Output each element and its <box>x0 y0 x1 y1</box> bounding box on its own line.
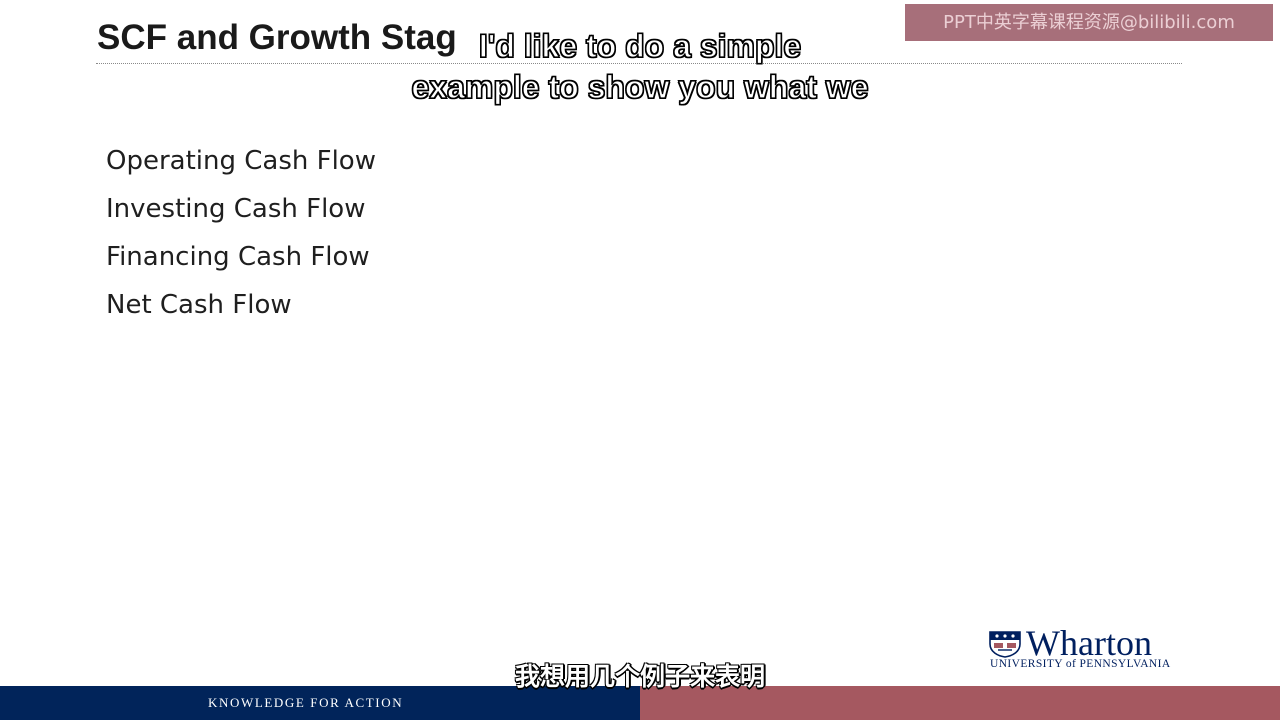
slide-title: SCF and Growth Stag <box>97 18 457 57</box>
watermark-banner: PPT中英字幕课程资源@bilibili.com <box>905 4 1273 41</box>
footer-bar: KNOWLEDGE FOR ACTION <box>0 686 1280 720</box>
chinese-subtitle: 我想用几个例子来表明 <box>514 662 765 691</box>
footer-red-band <box>640 686 1280 720</box>
english-subtitle-line-2: example to show you what we <box>411 68 869 105</box>
footer-tagline: KNOWLEDGE FOR ACTION <box>208 695 404 710</box>
english-subtitle-line-1: I'd like to do a simple <box>478 27 802 64</box>
bullet-investing-cash-flow: Investing Cash Flow <box>106 194 366 224</box>
logo-subtitle: UNIVERSITY of PENNSYLVANIA <box>990 658 1171 670</box>
logo-wordmark: Wharton <box>1026 623 1152 663</box>
wharton-logo: Wharton UNIVERSITY of PENNSYLVANIA <box>988 623 1192 672</box>
bullet-net-cash-flow: Net Cash Flow <box>106 290 292 320</box>
title-divider <box>96 63 1182 64</box>
penn-shield-icon <box>989 631 1021 658</box>
footer-blue-band <box>0 686 640 720</box>
english-subtitle: I'd like to do a simple example to show … <box>380 26 900 108</box>
bullet-financing-cash-flow: Financing Cash Flow <box>106 242 370 272</box>
bullet-list: Operating Cash Flow Investing Cash Flow … <box>106 140 376 332</box>
bullet-operating-cash-flow: Operating Cash Flow <box>106 146 376 176</box>
